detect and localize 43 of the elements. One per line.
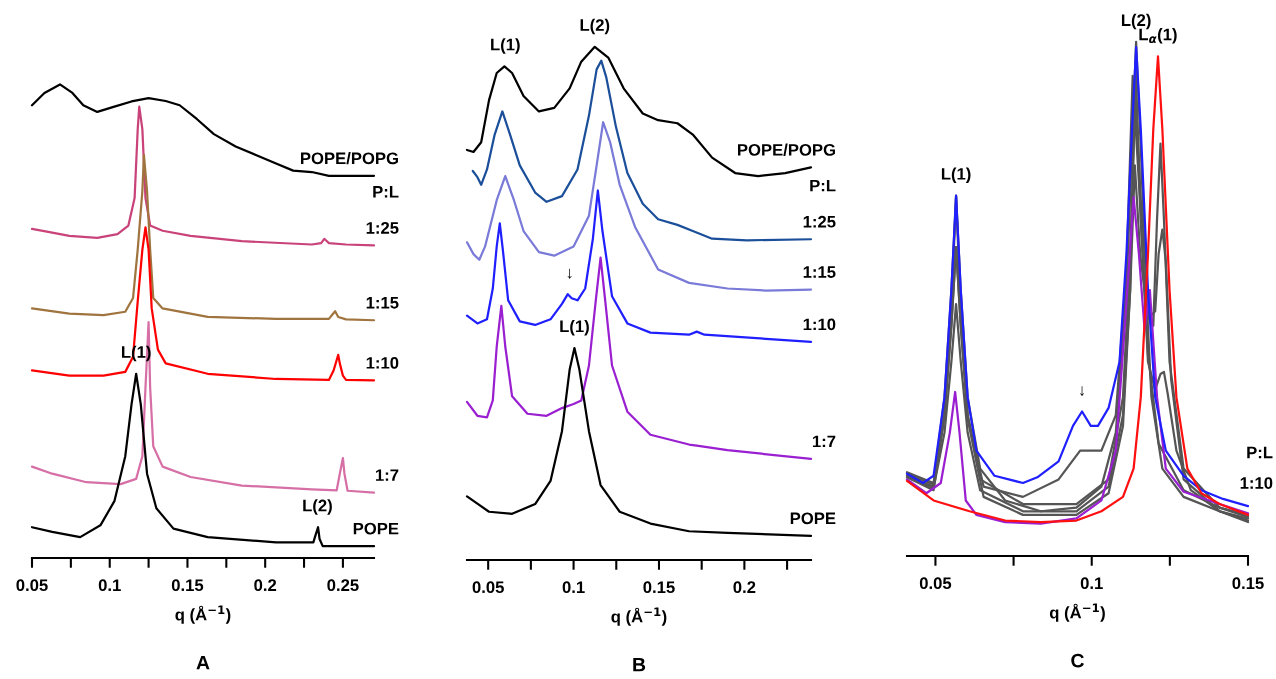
series-label: 1:25	[366, 222, 399, 234]
annotation: L(1)	[941, 167, 971, 184]
x-tick-label: 0.1	[562, 581, 585, 594]
text: A	[196, 655, 210, 670]
series-label: 1:10	[803, 318, 836, 331]
series-label: POPE	[353, 522, 399, 535]
annotation: ↓	[1080, 386, 1084, 397]
series-label: POPE	[790, 512, 836, 525]
annotation: L(2)	[580, 18, 610, 35]
x-tick-label: 0.2	[733, 581, 756, 594]
series-label: POPE/POPG	[738, 143, 835, 156]
x-tick-label: 0.15	[643, 581, 675, 594]
x-axis-title: q (Å$^{−1}$)	[1049, 603, 1105, 622]
x-tick-label: 0.05	[472, 581, 504, 594]
series-label: 1:7	[375, 469, 399, 481]
x-axis-title: q (Å$^{−1}$)	[611, 607, 667, 626]
x-tick-label: 0.05	[919, 577, 952, 590]
annotation: P:L	[373, 186, 399, 198]
annotation: P:L	[1247, 446, 1273, 459]
text: C	[1071, 653, 1084, 668]
series-label: 1:10	[366, 356, 399, 369]
x-tick-label: 0.1	[1080, 577, 1103, 590]
x-tick-label: 0.1	[98, 579, 121, 592]
x-tick-label: 0.2	[254, 579, 277, 592]
series-label: POPE/POPG	[301, 151, 398, 165]
text: B	[633, 657, 646, 672]
x-tick-label: 0.15	[171, 579, 204, 592]
annotation: ↓	[567, 268, 572, 279]
series-label: 1:25	[803, 215, 836, 228]
annotation: P:L	[810, 179, 836, 192]
annotation: L(2)	[303, 499, 332, 515]
annotation: L$_{α}$(1)	[1139, 28, 1177, 44]
annotation: L(2)	[1121, 13, 1151, 30]
x-tick-label: 0.05	[16, 579, 48, 592]
series-label: 1:15	[366, 297, 399, 309]
x-tick-label: 0.15	[1232, 577, 1264, 590]
series-label: 1:15	[803, 266, 836, 278]
annotation: L(1)	[560, 320, 589, 336]
x-tick-label: 0.25	[327, 579, 359, 592]
annotation: L(1)	[491, 38, 520, 54]
series-label: 1:7	[812, 435, 836, 448]
x-axis-title: q (Å$^{−1}$)	[175, 605, 231, 624]
annotation: 1:10	[1240, 477, 1273, 489]
